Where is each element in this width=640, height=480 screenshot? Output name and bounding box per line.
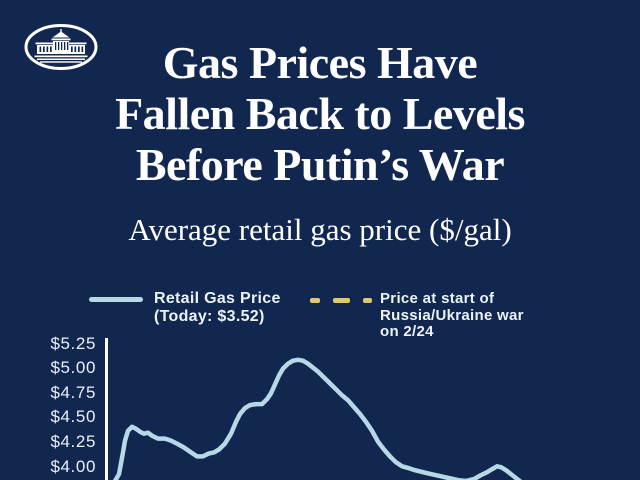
whitehouse-logo (24, 24, 98, 70)
y-axis-tick: $5.25 (50, 333, 96, 353)
y-axis-tick: $4.25 (50, 432, 96, 452)
logo-column-slits (39, 42, 84, 52)
y-axis-tick: $4.00 (50, 456, 96, 476)
logo-oval (24, 24, 98, 70)
y-axis-tick: $4.75 (50, 382, 96, 402)
retail-gas-price-line (112, 357, 523, 480)
title-line-2: Fallen Back to Levels (115, 88, 525, 139)
legend-item-retail-gas-price: Retail Gas Price (Today: $3.52) (89, 290, 281, 326)
legend-item-war-start-price: Price at start of Russia/Ukraine war on … (310, 290, 524, 341)
title-line-3: Before Putin’s War (135, 139, 505, 190)
page-title: Gas Prices Have Fallen Back to Levels Be… (0, 37, 640, 190)
chart-subtitle: Average retail gas price ($/gal) (128, 212, 512, 247)
legend-label-retail: Retail Gas Price (Today: $3.52) (154, 290, 281, 325)
y-axis-tick: $5.00 (50, 358, 96, 378)
war-start-dash-swatch (310, 298, 372, 303)
retail-line-swatch (89, 297, 143, 302)
title-line-1: Gas Prices Have (162, 37, 478, 88)
y-axis-line (105, 338, 108, 480)
y-axis-tick: $4.50 (50, 407, 96, 427)
legend-label-war-start: Price at start of Russia/Ukraine war on … (380, 290, 524, 340)
